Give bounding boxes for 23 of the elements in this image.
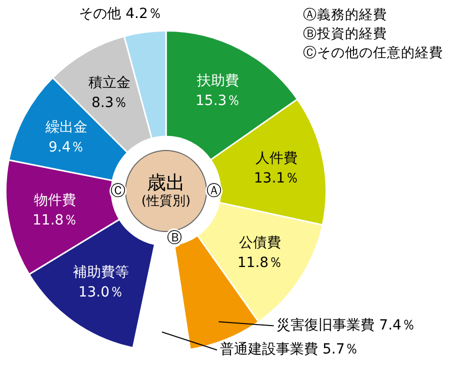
slice-label: 扶助費 [196, 72, 240, 89]
text: Ⓑ [166, 228, 183, 248]
slice-label: 物件費 [34, 192, 76, 208]
slice-label: 補助費等 [72, 264, 129, 281]
slice-label: 災害復旧事業費 7.4％ [276, 317, 416, 334]
text: Ⓑ投資的経費 [303, 25, 388, 44]
slice-label: 人件費 [255, 150, 298, 166]
text: Ⓒその他の任意的経費 [303, 44, 443, 63]
slice-label: 公債費 [238, 234, 281, 251]
slice-label: 普通建設事業費 5.7％ [220, 340, 359, 358]
slice-label: 積立金 [88, 75, 131, 92]
data-label: 15.3％ [196, 92, 241, 109]
text: Ⓐ [205, 182, 222, 200]
text: Ⓐ義務的経費 [303, 6, 388, 25]
data-label: 8.3％ [91, 95, 128, 112]
data-label: 13.1％ [254, 170, 300, 186]
data-label: 13.0％ [78, 284, 124, 301]
slice-label: その他 4.2％ [79, 6, 162, 22]
data-label: 11.8％ [32, 212, 78, 228]
slice-label: 繰出金 [44, 120, 88, 136]
data-label: 9.4％ [48, 140, 85, 156]
data-label: 11.8％ [237, 254, 283, 271]
text: Ⓒ [110, 182, 127, 200]
